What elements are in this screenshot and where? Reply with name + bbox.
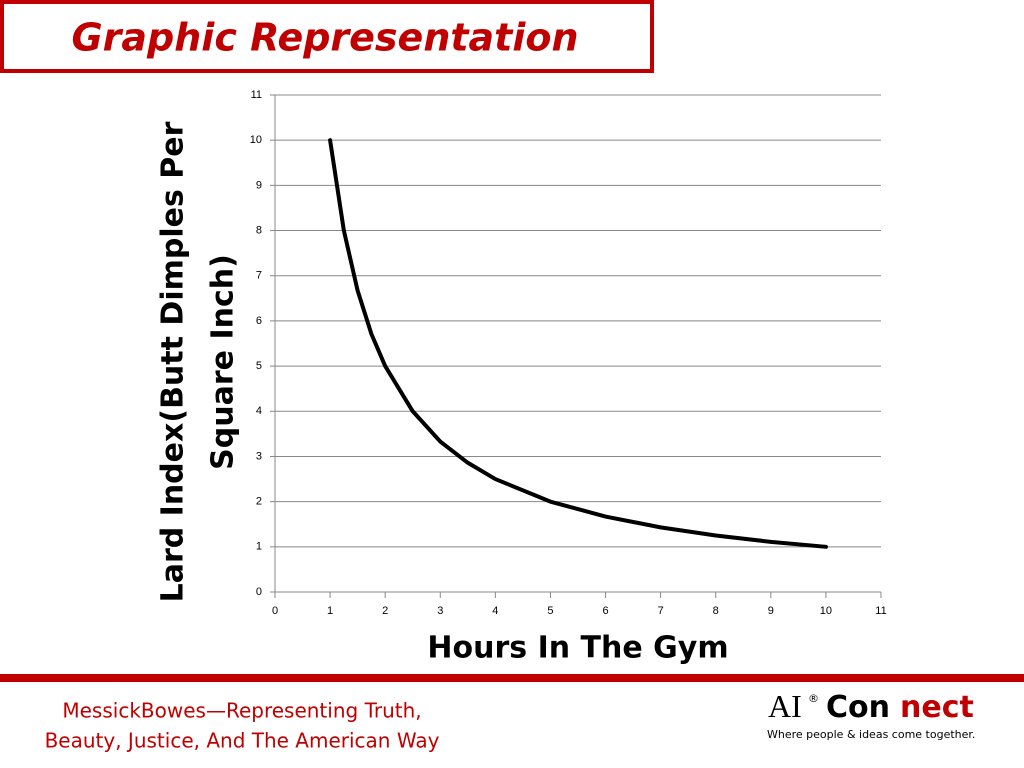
y-axis-label-line: Square Inch) <box>206 254 241 470</box>
x-tick-label: 5 <box>547 605 553 617</box>
x-tick-label: 0 <box>272 605 278 617</box>
footer-text: MessickBowes—Representing Truth, <box>62 699 421 723</box>
y-axis-label: Lard Index(Butt Dimples Per Square Inch) <box>156 121 241 602</box>
x-tick-label: 9 <box>768 605 774 617</box>
line-series <box>328 138 828 549</box>
logo-con: Con <box>826 690 890 725</box>
y-tick-label: 2 <box>256 496 262 508</box>
y-tick-label: 8 <box>256 224 262 236</box>
y-tick-label: 11 <box>251 89 262 101</box>
x-tick-label: 4 <box>492 605 498 617</box>
y-tick-label: 3 <box>256 450 262 462</box>
y-tick-label: 9 <box>256 179 262 191</box>
logo: AI ® Con nect Where people & ideas come … <box>767 688 975 741</box>
y-tick-label: 0 <box>256 586 262 598</box>
y-tick-label: 6 <box>256 315 262 327</box>
footer-band <box>0 674 1024 682</box>
y-tick-label: 10 <box>250 134 262 146</box>
x-tick-label: 10 <box>820 605 832 617</box>
title-box <box>0 0 654 73</box>
y-tick-label: 4 <box>256 405 262 417</box>
y-tick-label: 7 <box>256 270 262 282</box>
y-tick-label: 5 <box>256 360 262 372</box>
logo-nect: nect <box>900 690 974 725</box>
logo-registered: ® <box>808 692 819 705</box>
x-axis-label: Hours In The Gym <box>427 631 728 666</box>
x-tick-label: 7 <box>658 605 664 617</box>
y-axis-label-line: Lard Index(Butt Dimples Per <box>156 121 191 602</box>
x-tick-label: 8 <box>713 605 719 617</box>
x-tick-label: 11 <box>875 605 886 617</box>
x-tick-label: 6 <box>602 605 608 617</box>
logo-tagline: Where people & ideas come together. <box>767 728 975 741</box>
x-tick-label: 2 <box>382 605 388 617</box>
footer-text: Beauty, Justice, And The American Way <box>45 729 440 753</box>
x-tick-label: 3 <box>437 605 443 617</box>
y-tick-label: 1 <box>256 541 262 553</box>
slide-title: Graphic Representation <box>71 16 578 60</box>
x-tick-label: 1 <box>327 605 333 617</box>
logo-ai: AI <box>768 688 802 724</box>
